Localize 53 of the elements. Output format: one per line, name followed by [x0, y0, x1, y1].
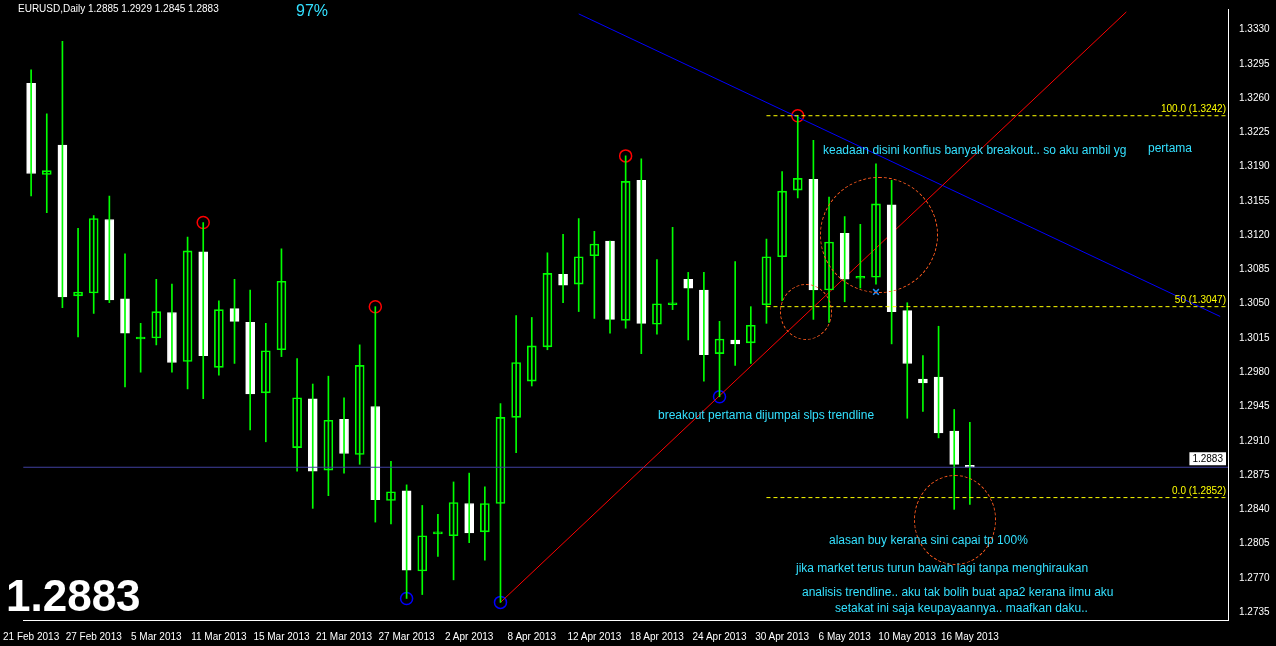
- y-tick-label: 1.3225: [1239, 126, 1271, 138]
- x-tick-label: 24 Apr 2013: [692, 630, 747, 642]
- annotation: setakat ini saja keupayaannya.. maafkan daku..: [835, 601, 1088, 616]
- chart-title: EURUSD,Daily 1.2885 1.2929 1.2845 1.2883: [18, 2, 220, 14]
- y-tick-label: 1.3015: [1239, 331, 1271, 343]
- x-tick-label: 10 May 2013: [878, 630, 937, 642]
- x-tick-label: 18 Apr 2013: [629, 630, 685, 642]
- annotation: analisis trendline.. aku tak bolih buat apa2 kerana ilmu aku: [802, 585, 1114, 600]
- y-tick-label: 1.3120: [1239, 228, 1271, 240]
- y-tick-label: 1.2770: [1239, 571, 1271, 583]
- x-tick-label: 6 May 2013: [818, 630, 872, 642]
- x-tick-label: 30 Apr 2013: [755, 630, 810, 642]
- x-tick-label: 21 Mar 2013: [315, 630, 373, 642]
- point: [712, 390, 727, 404]
- y-tick-label: 1.2840: [1239, 503, 1271, 515]
- y-tick-label: 1.3155: [1239, 194, 1271, 206]
- candlestick: [965, 421, 975, 505]
- point: [618, 149, 633, 163]
- annotation: 97%: [296, 2, 329, 20]
- x-tick-label: 8 Apr 2013: [507, 630, 557, 642]
- y-tick-label: 1.3330: [1239, 23, 1271, 35]
- point: [493, 595, 508, 610]
- point: [368, 299, 383, 314]
- point: [399, 591, 414, 606]
- y-tick-label: 1.2980: [1239, 366, 1271, 378]
- y-tick-label: 1.3085: [1239, 263, 1271, 275]
- y-tick-label: 1.2735: [1239, 605, 1271, 617]
- annotation: alasan buy kerana sini capai tp 100%: [829, 533, 1029, 548]
- annotation: pertama: [1148, 141, 1193, 156]
- y-tick-label: 1.3295: [1239, 57, 1271, 69]
- point: [791, 108, 805, 123]
- ref-line-label: 100.0 (1.3242): [1160, 103, 1226, 115]
- x-tick-label: 16 May 2013: [940, 630, 1000, 642]
- x-tick-label: 12 Apr 2013: [567, 630, 622, 642]
- x-tick-label: 15 Mar 2013: [253, 630, 310, 642]
- ref-line-label: 0.0 (1.2852): [1172, 485, 1226, 497]
- ref-line-label: 1.2883: [1192, 453, 1224, 464]
- y-tick-label: 1.3260: [1239, 91, 1271, 103]
- y-tick-label: 1.2910: [1239, 434, 1271, 446]
- y-tick-label: 1.3190: [1239, 160, 1271, 172]
- x-tick-label: 2 Apr 2013: [445, 630, 494, 642]
- y-tick-label: 1.2945: [1239, 400, 1271, 412]
- x-tick-label: 5 Mar 2013: [130, 630, 183, 642]
- point: [196, 215, 210, 230]
- x-tick-label: 21 Feb 2013: [3, 630, 60, 642]
- annotation: jika market terus turun bawah lagi tanpa menghiraukan: [795, 561, 1089, 576]
- annotation: 1.2883: [6, 571, 141, 621]
- y-tick-label: 1.3050: [1239, 297, 1271, 309]
- y-tick-label: 1.2875: [1239, 468, 1271, 480]
- y-tick-label: 1.2805: [1239, 537, 1271, 549]
- x-tick-label: 11 Mar 2013: [191, 630, 248, 642]
- x-tick-label: 27 Feb 2013: [65, 630, 123, 642]
- x-tick-label: 27 Mar 2013: [378, 630, 436, 642]
